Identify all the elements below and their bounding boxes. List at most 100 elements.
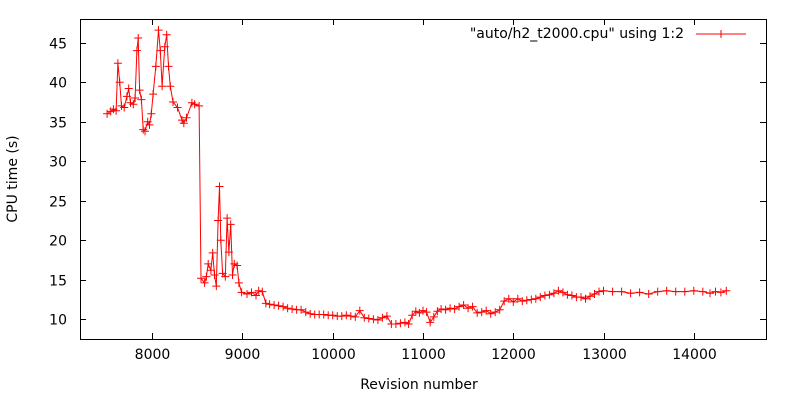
data-point-marker xyxy=(132,46,141,55)
data-point-marker xyxy=(711,287,720,296)
data-point-marker xyxy=(202,272,211,281)
data-point-marker xyxy=(549,289,558,298)
y-axis-label: CPU time (s) xyxy=(5,135,21,222)
y-tick-label: 45 xyxy=(49,37,67,53)
data-point-marker xyxy=(563,290,572,299)
data-point-marker xyxy=(115,78,124,87)
data-point-marker xyxy=(419,306,427,315)
data-point-marker xyxy=(355,306,364,315)
data-point-marker xyxy=(210,271,219,279)
data-point-marker xyxy=(369,315,378,324)
data-point-marker xyxy=(378,313,387,322)
data-point-marker xyxy=(182,113,191,122)
data-point-marker xyxy=(522,296,531,305)
data-point-marker xyxy=(135,86,144,95)
data-point-marker xyxy=(404,320,413,328)
data-point-marker xyxy=(509,297,518,306)
data-point-marker xyxy=(173,103,182,112)
y-tick-label: 20 xyxy=(49,234,67,250)
data-point-marker xyxy=(337,312,346,321)
data-point-marker xyxy=(500,297,509,306)
data-point-marker xyxy=(527,295,536,304)
data-point-marker xyxy=(545,290,554,299)
data-point-marker xyxy=(319,310,328,319)
series-line xyxy=(106,30,727,325)
data-point-marker xyxy=(288,305,297,313)
data-point-marker xyxy=(328,311,337,320)
data-point-marker xyxy=(233,261,242,270)
data-point-marker xyxy=(531,294,540,303)
data-point-marker xyxy=(162,30,171,39)
data-point-marker xyxy=(586,292,594,301)
y-tick-label: 10 xyxy=(49,313,67,329)
data-point-marker xyxy=(129,100,138,109)
data-point-marker xyxy=(179,119,188,128)
data-point-marker xyxy=(373,316,382,324)
data-point-marker xyxy=(247,288,256,297)
data-point-marker xyxy=(722,286,731,295)
data-point-marker xyxy=(518,297,527,306)
x-tick-label: 10000 xyxy=(311,347,356,363)
data-point-marker xyxy=(671,287,680,296)
data-point-marker xyxy=(400,318,409,327)
data-point-marker xyxy=(504,294,513,303)
data-point-marker xyxy=(261,299,270,308)
data-point-marker xyxy=(429,312,438,321)
data-point-marker xyxy=(426,318,435,327)
data-point-marker xyxy=(468,302,477,311)
data-point-marker xyxy=(422,308,431,317)
x-tick-label: 9000 xyxy=(225,347,261,363)
data-point-marker xyxy=(279,302,288,311)
data-point-marker xyxy=(491,308,500,317)
data-point-marker xyxy=(662,286,671,295)
data-point-marker xyxy=(477,308,486,317)
data-point-marker xyxy=(464,304,473,313)
data-point-marker xyxy=(160,42,169,51)
data-point-marker xyxy=(626,289,635,298)
data-point-marker xyxy=(254,286,263,295)
data-point-marker xyxy=(411,307,420,316)
data-point-marker xyxy=(577,293,585,302)
data-point-marker xyxy=(644,290,653,298)
data-point-marker xyxy=(540,291,549,300)
data-point-marker xyxy=(124,84,133,93)
data-point-marker xyxy=(120,103,129,112)
data-point-marker xyxy=(437,305,446,313)
data-point-marker xyxy=(243,290,251,298)
y-tick-label: 25 xyxy=(49,195,67,211)
data-point-marker xyxy=(221,272,230,281)
data-point-marker xyxy=(617,287,626,296)
data-point-marker xyxy=(360,313,369,322)
data-point-marker xyxy=(459,301,468,309)
data-point-marker xyxy=(486,309,495,318)
data-point-marker xyxy=(197,274,205,283)
data-point-marker xyxy=(215,182,224,191)
data-point-marker xyxy=(216,236,225,245)
data-point-marker xyxy=(446,304,455,313)
data-point-marker xyxy=(113,59,122,68)
data-point-marker xyxy=(112,106,121,115)
data-point-marker xyxy=(195,101,204,110)
data-point-marker xyxy=(689,286,698,295)
data-point-marker xyxy=(698,287,707,296)
data-point-marker xyxy=(297,305,306,314)
data-point-marker xyxy=(206,266,215,275)
data-point-marker xyxy=(536,293,545,302)
series-markers xyxy=(103,26,731,328)
y-axis: 10 15 20 25 30 35 40 45 xyxy=(49,37,766,329)
x-tick-label: 11000 xyxy=(401,347,446,363)
data-point-marker xyxy=(208,248,217,257)
data-point-marker xyxy=(134,34,143,42)
data-point-marker xyxy=(590,290,599,298)
data-point-marker xyxy=(141,127,149,136)
data-point-marker xyxy=(351,312,360,321)
data-point-marker xyxy=(441,305,450,314)
x-tick-label: 8000 xyxy=(135,347,171,363)
y-tick-label: 40 xyxy=(49,76,67,92)
data-point-marker xyxy=(154,26,163,35)
data-point-marker xyxy=(608,287,617,296)
data-point-marker xyxy=(595,287,603,296)
data-point-marker xyxy=(653,287,662,296)
data-point-marker xyxy=(706,289,714,298)
